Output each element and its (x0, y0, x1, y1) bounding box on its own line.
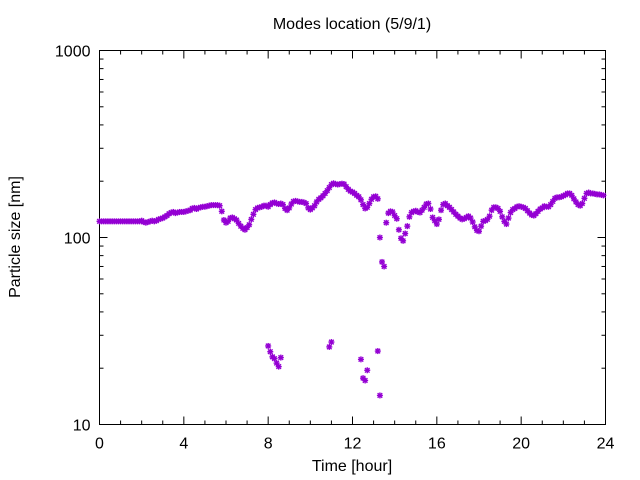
data-point (433, 221, 440, 228)
x-tick-label: 16 (428, 436, 446, 453)
data-point (381, 263, 388, 270)
data-point (427, 206, 434, 213)
data-point (579, 200, 586, 207)
x-tick-label: 24 (597, 436, 615, 453)
x-axis-label: Time [hour] (312, 458, 392, 475)
y-tick-label: 10 (73, 418, 91, 435)
y-tick-label: 1000 (55, 44, 91, 61)
data-point (469, 219, 476, 226)
plot-frame (99, 50, 606, 425)
data-point (404, 223, 411, 230)
data-point (600, 192, 607, 199)
data-point (275, 363, 282, 370)
chart-title: Modes location (5/9/1) (273, 16, 431, 33)
data-point (277, 354, 284, 361)
data-point (357, 196, 364, 203)
x-axis: 0 4 8 12 16 20 24 (95, 50, 615, 453)
data-point (250, 211, 257, 218)
data-point (246, 221, 253, 228)
data-point (497, 208, 504, 215)
data-point (357, 356, 364, 363)
data-point (265, 342, 272, 349)
data-points (96, 180, 607, 399)
data-point (326, 343, 333, 350)
data-point (374, 195, 381, 202)
y-tick-label: 100 (64, 231, 91, 248)
data-point (364, 367, 371, 374)
minor-ticks (99, 50, 606, 425)
data-point (486, 213, 493, 220)
data-point (267, 348, 274, 355)
data-point (425, 200, 432, 207)
data-point (395, 226, 402, 233)
data-point (478, 223, 485, 230)
x-tick-label: 12 (344, 436, 362, 453)
data-point (393, 215, 400, 222)
data-point (248, 216, 255, 223)
x-tick-label: 20 (512, 436, 530, 453)
x-tick-label: 4 (179, 436, 188, 453)
x-tick-label: 8 (264, 436, 273, 453)
data-point (218, 208, 225, 215)
x-tick-label: 0 (95, 436, 104, 453)
y-axis: 10 100 1000 (55, 44, 606, 435)
data-point (376, 234, 383, 241)
data-point (383, 219, 390, 226)
data-point (328, 339, 335, 346)
data-point (362, 377, 369, 384)
data-point (216, 202, 223, 209)
data-point (505, 215, 512, 222)
data-point (503, 221, 510, 228)
data-point (402, 230, 409, 237)
data-point (476, 228, 482, 235)
data-point (374, 348, 381, 355)
data-point (438, 207, 445, 214)
data-point (435, 216, 442, 223)
data-point (376, 392, 383, 399)
data-point (400, 237, 407, 244)
data-point (581, 195, 588, 202)
y-axis-label: Particle size [nm] (7, 176, 24, 298)
